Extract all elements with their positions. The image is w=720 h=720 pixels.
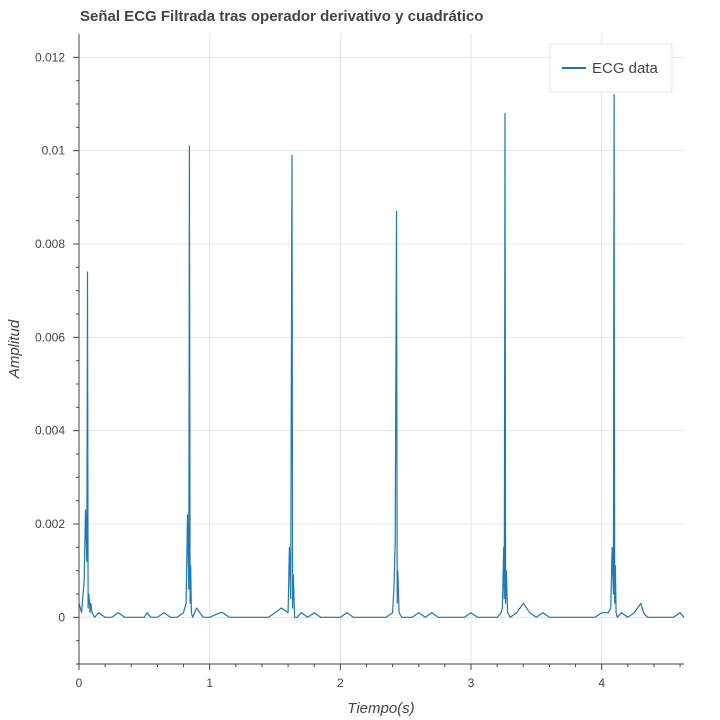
series-line-ecg-data (78, 94, 685, 618)
x-tick-label: 2 (337, 676, 344, 690)
y-axis-label: Amplitud (6, 319, 23, 379)
y-tick-label: 0.002 (35, 517, 65, 531)
plot-background (79, 34, 684, 664)
legend-label-ecg-data: ECG data (592, 60, 659, 77)
x-tick-label: 1 (206, 676, 213, 690)
legend-box (549, 43, 673, 93)
y-tick-label: 0.006 (35, 330, 65, 344)
x-tick-label: 3 (468, 676, 475, 690)
y-tick-label: 0.012 (35, 50, 65, 64)
x-tick-label: 0 (76, 676, 83, 690)
y-tick-label: 0.01 (42, 144, 66, 158)
x-tick-label: 4 (598, 676, 605, 690)
y-tick-label: 0.004 (35, 424, 65, 438)
y-tick-label: 0.008 (35, 237, 65, 251)
chart-title: Señal ECG Filtrada tras operador derivat… (80, 8, 484, 25)
axes: 0 1 2 3 4 0 0.002 0.004 0.006 0.008 0.01 0.012 (35, 34, 684, 690)
legend: ECG data (549, 43, 673, 93)
series-layer (78, 94, 685, 618)
y-tick-label: 0 (58, 610, 65, 624)
x-axis-label: Tiempo(s) (347, 700, 414, 717)
